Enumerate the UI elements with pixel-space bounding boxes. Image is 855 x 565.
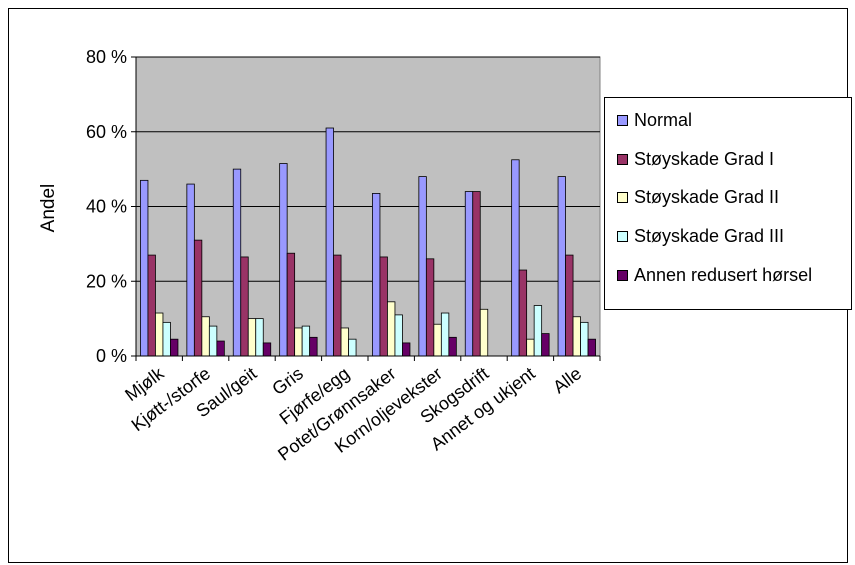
bar-5-3 [394,314,403,357]
bar-8-3 [533,305,543,357]
bar-6-0 [418,176,427,357]
bar-0-4 [170,338,179,357]
bar-9-3 [580,321,589,357]
bar-6-4 [448,336,457,357]
bar-2-3 [255,318,264,357]
bar-9-2 [572,316,581,357]
bar-7-0 [464,191,474,357]
bar-4-2 [340,327,349,357]
bar-2-0 [232,168,242,357]
legend-label-4: Annen redusert hørsel [634,264,813,285]
bar-7-2 [479,308,489,357]
legend-label-1: Støyskade Grad I [634,148,775,169]
bar-0-0 [140,179,149,357]
x-tick-label-9: Alle [549,363,585,397]
y-axis-label: Andel [38,184,59,233]
y-tick-label-4: 80 % [86,47,127,67]
legend-item-2: Støyskade Grad II [617,187,779,207]
bar-2-2 [247,318,257,357]
bar-0-2 [155,312,164,357]
bar-8-1 [518,269,528,357]
bar-5-4 [402,342,411,357]
bar-3-4 [309,336,318,357]
bar-9-1 [565,254,574,357]
legend-label-0: Normal [634,109,693,130]
y-tick-label-2: 40 % [86,197,127,217]
legend-item-0: Normal [617,110,692,130]
bar-1-0 [186,183,195,357]
legend-label-3: Støyskade Grad III [634,225,785,246]
bar-5-0 [372,193,381,357]
bar-8-4 [541,333,550,357]
bar-7-1 [472,191,481,357]
bar-0-1 [147,254,156,357]
bar-5-2 [387,301,396,357]
y-tick-label-0: 0 % [96,346,127,366]
bars-group [140,127,596,357]
bar-9-4 [587,338,596,357]
legend-swatch-4 [617,269,628,281]
bar-1-2 [201,316,210,357]
bar-4-0 [325,127,334,357]
bar-3-0 [279,163,288,357]
bar-3-1 [286,252,296,357]
bar-6-3 [440,312,450,357]
legend-label-2: Støyskade Grad II [634,186,780,207]
legend-item-1: Støyskade Grad I [617,149,774,169]
gridlines [136,56,600,282]
legend-swatch-2 [617,191,628,203]
bar-6-2 [433,323,442,357]
bar-6-1 [425,258,435,357]
legend-swatch-3 [617,230,628,242]
legend: Normal Støyskade Grad I Støyskade Grad II S… [604,97,852,310]
bar-1-4 [216,340,225,357]
bar-4-1 [333,254,342,357]
legend-item-3: Støyskade Grad III [617,226,784,246]
bar-0-3 [162,321,171,357]
bar-1-3 [208,325,218,357]
bar-4-3 [348,338,357,357]
bar-3-2 [294,327,303,357]
bar-8-2 [526,338,535,357]
bar-9-0 [557,176,566,357]
legend-swatch-1 [617,153,628,165]
legend-item-4: Annen redusert hørsel [617,265,812,285]
bar-8-0 [511,159,520,357]
bar-2-4 [262,342,272,357]
y-tick-label-3: 60 % [86,122,127,142]
bar-3-3 [301,325,311,357]
y-tick-labels: 0 % 20 % 40 % 60 % 80 % [86,47,127,366]
legend-swatch-0 [617,114,628,126]
bar-2-1 [240,256,249,357]
bar-1-1 [193,239,203,357]
bar-5-1 [379,256,388,357]
y-tick-label-1: 20 % [86,271,127,291]
axes-group [131,56,601,361]
